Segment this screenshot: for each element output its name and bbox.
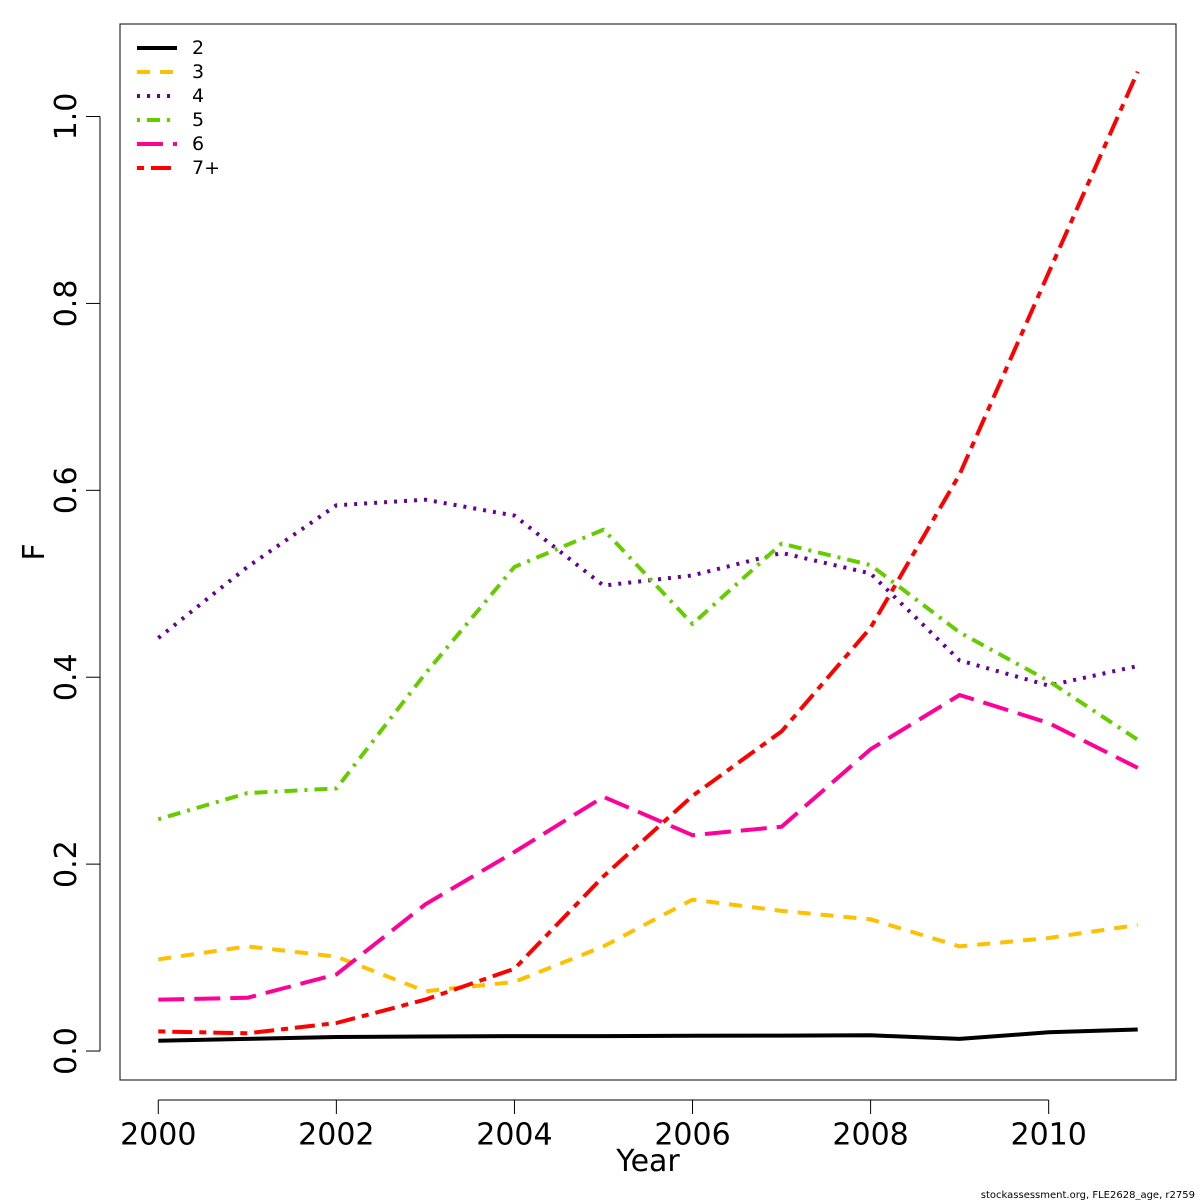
x-tick-label: 2000 bbox=[120, 1118, 196, 1153]
x-tick-label: 2004 bbox=[476, 1118, 552, 1153]
plot-area-frame bbox=[119, 23, 1177, 1081]
y-axis: 0.0 0.2 0.4 0.6 0.8 1.0 bbox=[49, 93, 101, 1075]
legend-label: 4 bbox=[192, 85, 204, 107]
x-tick-label: 2002 bbox=[298, 1118, 374, 1153]
y-tick-label: 0.0 bbox=[49, 1027, 84, 1075]
legend-label: 2 bbox=[192, 37, 204, 59]
x-tick-label: 2008 bbox=[832, 1118, 908, 1153]
series-layer bbox=[157, 70, 1140, 1043]
legend-label: 3 bbox=[192, 61, 204, 83]
series-line-5 bbox=[157, 527, 1139, 822]
y-axis-title: F bbox=[17, 543, 52, 560]
x-tick-label: 2006 bbox=[654, 1118, 730, 1153]
y-tick-label: 1.0 bbox=[49, 93, 84, 141]
legend-label: 5 bbox=[192, 109, 204, 131]
y-tick-label: 0.4 bbox=[49, 653, 84, 701]
y-tick-label: 0.8 bbox=[49, 280, 84, 328]
legend-label: 6 bbox=[192, 133, 204, 155]
x-axis-title: Year bbox=[615, 1144, 680, 1179]
x-tick-label: 2010 bbox=[1010, 1118, 1086, 1153]
series-line-2 bbox=[158, 1027, 1138, 1043]
series-line-7plus bbox=[158, 70, 1140, 1036]
y-tick-label: 0.6 bbox=[49, 466, 84, 514]
series-line-3 bbox=[158, 897, 1138, 994]
x-axis: 2000 2002 2004 2006 2008 2010 bbox=[120, 1099, 1087, 1153]
y-tick-label: 0.2 bbox=[49, 840, 84, 888]
legend-label: 7+ bbox=[192, 157, 220, 179]
series-line-6 bbox=[158, 693, 1139, 1002]
footer-credit: stockassessment.org, FLE2628_age, r2759 bbox=[981, 1190, 1195, 1200]
